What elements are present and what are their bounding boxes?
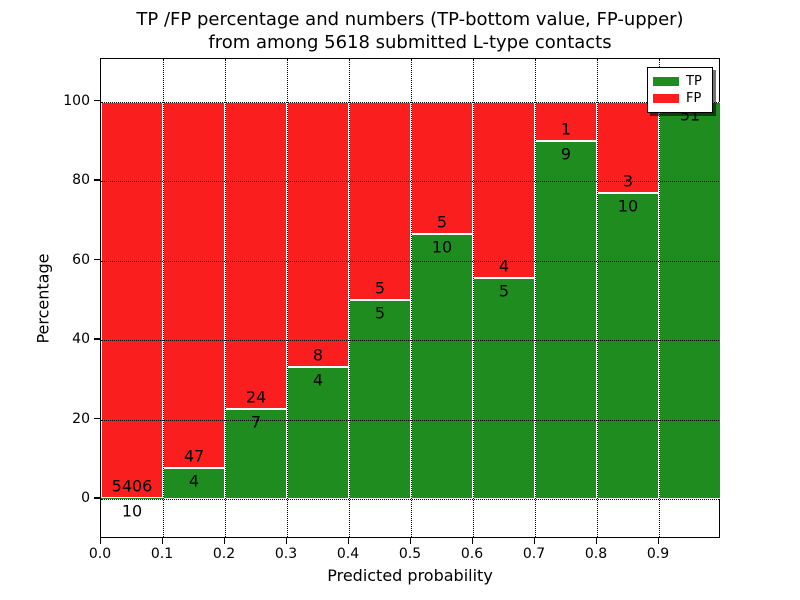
h-gridline (101, 419, 719, 421)
grid-layer (101, 59, 719, 537)
v-gridline (411, 59, 412, 537)
plot-area: 5406 10 47 4 24 7 8 4 5 5 5 10 4 5 1 9 3 10 51 (100, 58, 721, 538)
x-tick-mark (347, 538, 349, 544)
x-tick-label: 0.2 (212, 546, 236, 562)
bar-segment-fp (535, 101, 597, 142)
v-gridline (225, 59, 226, 537)
legend-label-fp: FP (686, 91, 702, 107)
x-tick-label: 0.6 (460, 546, 484, 562)
x-tick-mark (595, 538, 597, 544)
x-tick-mark (533, 538, 535, 544)
y-tick-mark (94, 99, 100, 102)
x-tick-label: 0.0 (88, 546, 112, 562)
bar-segment-fp (597, 101, 659, 194)
y-tick-mark (94, 258, 100, 261)
x-tick-mark (161, 538, 163, 544)
x-tick-label: 0.3 (274, 546, 298, 562)
v-gridline (659, 59, 660, 537)
fp-count-label: 1 (560, 119, 572, 139)
x-tick-label: 0.4 (336, 546, 360, 562)
x-tick-mark (285, 538, 287, 544)
x-tick-mark (409, 538, 411, 544)
fp-legend-swatch (653, 94, 679, 104)
fp-count-label: 47 (183, 446, 205, 466)
tp-legend-swatch (653, 76, 679, 86)
y-tick-mark (94, 497, 100, 499)
y-tick-label: 40 (72, 331, 90, 347)
bar-segment-tp (411, 233, 473, 499)
v-gridline (535, 59, 536, 537)
bar-segment-tp (101, 498, 163, 499)
x-tick-label: 0.1 (150, 546, 174, 562)
legend-label-tp: TP (686, 73, 702, 89)
y-tick-mark (94, 417, 100, 420)
legend-item-tp: TP (653, 75, 707, 88)
tp-count-label: 5 (374, 303, 386, 323)
bar-segment-tp (163, 467, 225, 499)
bar-segment-fp (411, 101, 473, 234)
legend: TP FP (647, 67, 713, 113)
v-gridline (473, 59, 474, 537)
tp-count-label: 10 (617, 196, 639, 216)
v-gridline (287, 59, 288, 537)
bar-segment-tp (349, 300, 411, 499)
bar-segment-fp (163, 101, 225, 468)
h-gridline (101, 181, 719, 182)
fp-count-label: 4 (498, 256, 510, 276)
x-tick-mark (223, 538, 225, 544)
x-tick-label: 0.9 (646, 546, 670, 562)
tp-count-label: 10 (121, 501, 143, 521)
v-gridline (597, 59, 598, 537)
y-tick-label: 100 (63, 92, 90, 109)
x-tick-label: 0.7 (522, 546, 546, 562)
chart-title-line1: TP /FP percentage and numbers (TP-bottom… (136, 9, 684, 30)
x-tick-mark (657, 538, 659, 544)
x-tick-label: 0.5 (398, 546, 422, 562)
tp-count-label: 7 (250, 412, 262, 432)
chart-title-line2: from among 5618 submitted L-type contact… (208, 32, 612, 53)
fp-count-label: 5 (436, 212, 448, 232)
bar-segment-fp (101, 101, 163, 499)
bar-segment-tp (535, 141, 597, 499)
fp-count-label: 3 (622, 171, 634, 191)
v-gridline (163, 59, 164, 537)
x-axis-label: Predicted probability (327, 566, 493, 585)
h-gridline (101, 499, 719, 500)
tp-count-label: 5 (498, 281, 510, 301)
bars-layer (101, 59, 721, 537)
y-tick-label: 80 (72, 172, 90, 188)
y-tick-mark (94, 179, 100, 181)
tp-count-label: 4 (312, 370, 324, 389)
tp-count-label: 9 (560, 144, 572, 164)
y-tick-label: 60 (72, 251, 90, 268)
counts-layer: 5406 10 47 4 24 7 8 4 5 5 5 10 4 5 1 9 3 10 51 (101, 59, 719, 537)
v-gridline (349, 59, 350, 537)
fp-count-label: 5 (374, 278, 386, 298)
x-tick-mark (471, 538, 473, 544)
h-gridline (101, 340, 719, 341)
y-tick-mark (94, 338, 100, 340)
legend-item-fp: FP (653, 92, 707, 105)
fp-count-label: 5406 (111, 476, 153, 496)
x-tick-label: 0.8 (584, 546, 608, 562)
fp-count-label: 8 (312, 345, 324, 364)
chart-title: TP /FP percentage and numbers (TP-bottom… (100, 8, 720, 54)
tp-count-label: 4 (188, 471, 200, 491)
h-gridline (101, 101, 719, 103)
y-axis-label: Percentage (33, 253, 53, 344)
bar-segment-tp (597, 193, 659, 499)
tp-count-label: 10 (431, 237, 453, 257)
bar-segment-tp (659, 101, 721, 499)
y-tick-label: 20 (72, 410, 90, 427)
x-tick-mark (99, 538, 101, 544)
y-tick-label: 0 (81, 490, 90, 506)
h-gridline (101, 260, 719, 262)
fp-count-label: 24 (245, 387, 267, 407)
